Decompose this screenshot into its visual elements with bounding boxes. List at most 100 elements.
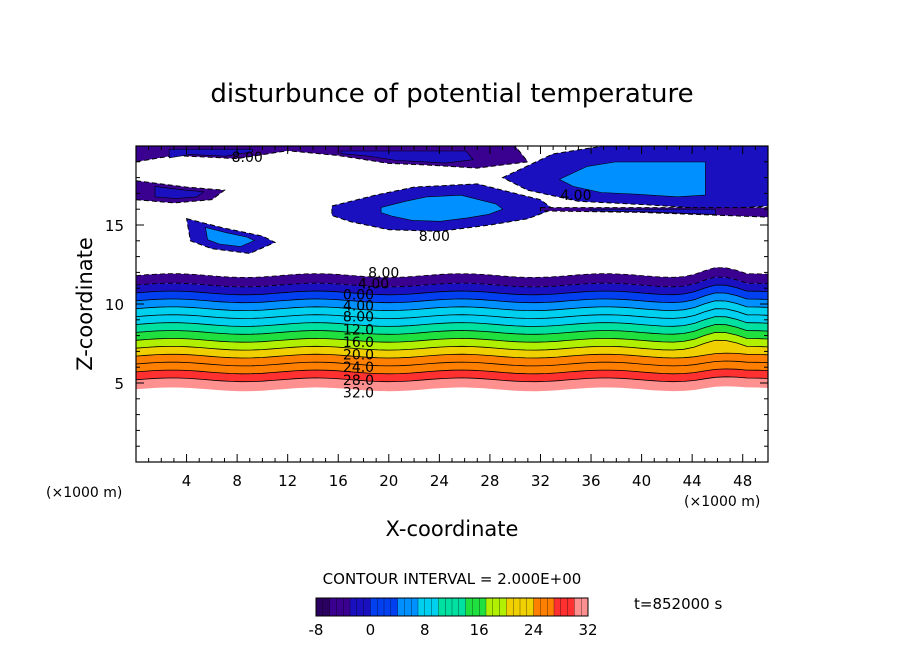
colorbar-tick-24: 24 (524, 621, 543, 639)
x-tick-label-32: 32 (531, 472, 550, 490)
colorbar-cell-23 (472, 597, 480, 617)
colorbar-cell-39 (581, 597, 589, 617)
colorbar-cell-6 (356, 597, 365, 617)
plot-area (136, 146, 768, 462)
region-core-top-left-strip (168, 148, 253, 159)
colorbar-frame (315, 597, 589, 617)
band-4 (136, 340, 768, 358)
y-axis-label: Z-coordinate (73, 237, 97, 371)
colorbar-cell-28 (506, 597, 514, 617)
y-tick-label-5: 5 (114, 375, 124, 393)
colorbar-cell-25 (485, 597, 494, 617)
x-tick-label-28: 28 (480, 472, 499, 490)
contour-line-7 (136, 316, 768, 327)
colorbar-cell-18 (438, 597, 446, 617)
colorbar-cell-32 (533, 597, 541, 617)
contour-line-12 (136, 276, 768, 288)
colorbar-cell-26 (492, 597, 501, 617)
contour-line-3 (136, 352, 768, 359)
colorbar-cell-2 (329, 597, 337, 617)
contour-line-4 (136, 339, 768, 351)
colorbar-cell-35 (553, 597, 562, 617)
contour-line-8 (136, 308, 768, 319)
contour-line-5 (136, 331, 768, 343)
colorbar-cell-7 (363, 597, 371, 617)
y-tick-label-15: 15 (105, 217, 124, 235)
colorbar-cell-17 (431, 597, 439, 617)
colorbar-cell-24 (479, 597, 487, 617)
colorbar-tick-0: 0 (366, 621, 376, 639)
contour-label-1: 4.00 (560, 188, 591, 204)
region-core-top-strip-mid (340, 150, 474, 164)
x-tick-label-40: 40 (632, 472, 651, 490)
region-core-left-mid-strip (154, 186, 205, 199)
contour-line-0 (136, 376, 768, 383)
band-0 (136, 376, 768, 392)
contour-line-2 (136, 360, 768, 367)
colorbar: -8 0 8 16 24 32 (309, 597, 598, 639)
colorbar-cell-13 (404, 597, 412, 617)
contour-interval-label: CONTOUR INTERVAL = 2.000E+00 (323, 570, 582, 588)
band-10 (136, 292, 768, 311)
colorbar-tick-32: 32 (578, 621, 597, 639)
x-tick-label-12: 12 (278, 472, 297, 490)
x-tick-label-36: 36 (581, 472, 600, 490)
colorbar-tick-8: 8 (420, 621, 430, 639)
band-6 (136, 324, 768, 343)
contour-label-12: 28.0 (343, 373, 374, 389)
contour-label-6: 4.00 (343, 299, 374, 315)
x-tick-label-44: 44 (683, 472, 702, 490)
y-tick-label-10: 10 (105, 296, 124, 314)
x-tick-label-16: 16 (329, 472, 348, 490)
colorbar-cell-3 (336, 597, 344, 617)
band-5 (136, 332, 768, 351)
colorbar-cell-12 (397, 597, 405, 617)
x-unit-right: (×1000 m) (684, 494, 760, 510)
band-13 (136, 267, 768, 287)
colorbar-cell-0 (315, 597, 324, 617)
contour-lines (136, 267, 768, 383)
colorbar-cell-1 (322, 597, 331, 617)
contour-label-7: 8.00 (343, 310, 374, 326)
region-core-right-lower-strip (590, 208, 717, 215)
colorbar-cell-27 (499, 597, 507, 617)
band-9 (136, 300, 768, 319)
temperature-bands (136, 267, 768, 392)
colorbar-cell-15 (417, 597, 426, 617)
contour-line-6 (136, 324, 768, 335)
colorbar-cell-31 (526, 597, 535, 617)
contour-label-13: 32.0 (343, 386, 374, 402)
colorbar-cell-21 (458, 597, 467, 617)
contour-line-9 (136, 300, 768, 312)
x-tick-label-48: 48 (733, 472, 752, 490)
colorbar-cell-20 (451, 597, 460, 617)
region-core-center-cloud (380, 194, 504, 222)
region-core-left-blob (205, 227, 255, 247)
band-8 (136, 308, 768, 327)
contour-label-9: 16.0 (343, 335, 374, 351)
contour-label-2: 8.00 (419, 229, 450, 245)
contour-line-13 (136, 267, 768, 278)
contour-label-3: 8.00 (368, 265, 399, 281)
band-12 (136, 277, 768, 295)
colorbar-cell-4 (343, 597, 351, 617)
contour-label-10: 20.0 (343, 348, 374, 364)
colorbar-cell-36 (560, 597, 569, 617)
colorbar-cell-16 (424, 597, 433, 617)
region-core-right-cloud (558, 161, 706, 198)
colorbar-cell-5 (349, 597, 358, 617)
colorbar-cell-10 (383, 597, 392, 617)
colorbar-tick--8: -8 (309, 621, 324, 639)
x-tick-label-4: 4 (182, 472, 192, 490)
chart-title: disturbunce of potential temperature (210, 79, 693, 109)
contour-label-11: 24.0 (343, 360, 374, 376)
contour-label-4: 4.00 (358, 277, 389, 293)
contour-line-10 (136, 292, 768, 304)
x-unit-left: (×1000 m) (46, 485, 122, 501)
colorbar-cell-38 (574, 597, 582, 617)
colorbar-cell-37 (567, 597, 575, 617)
colorbar-cell-11 (390, 597, 399, 617)
band-11 (136, 285, 768, 303)
